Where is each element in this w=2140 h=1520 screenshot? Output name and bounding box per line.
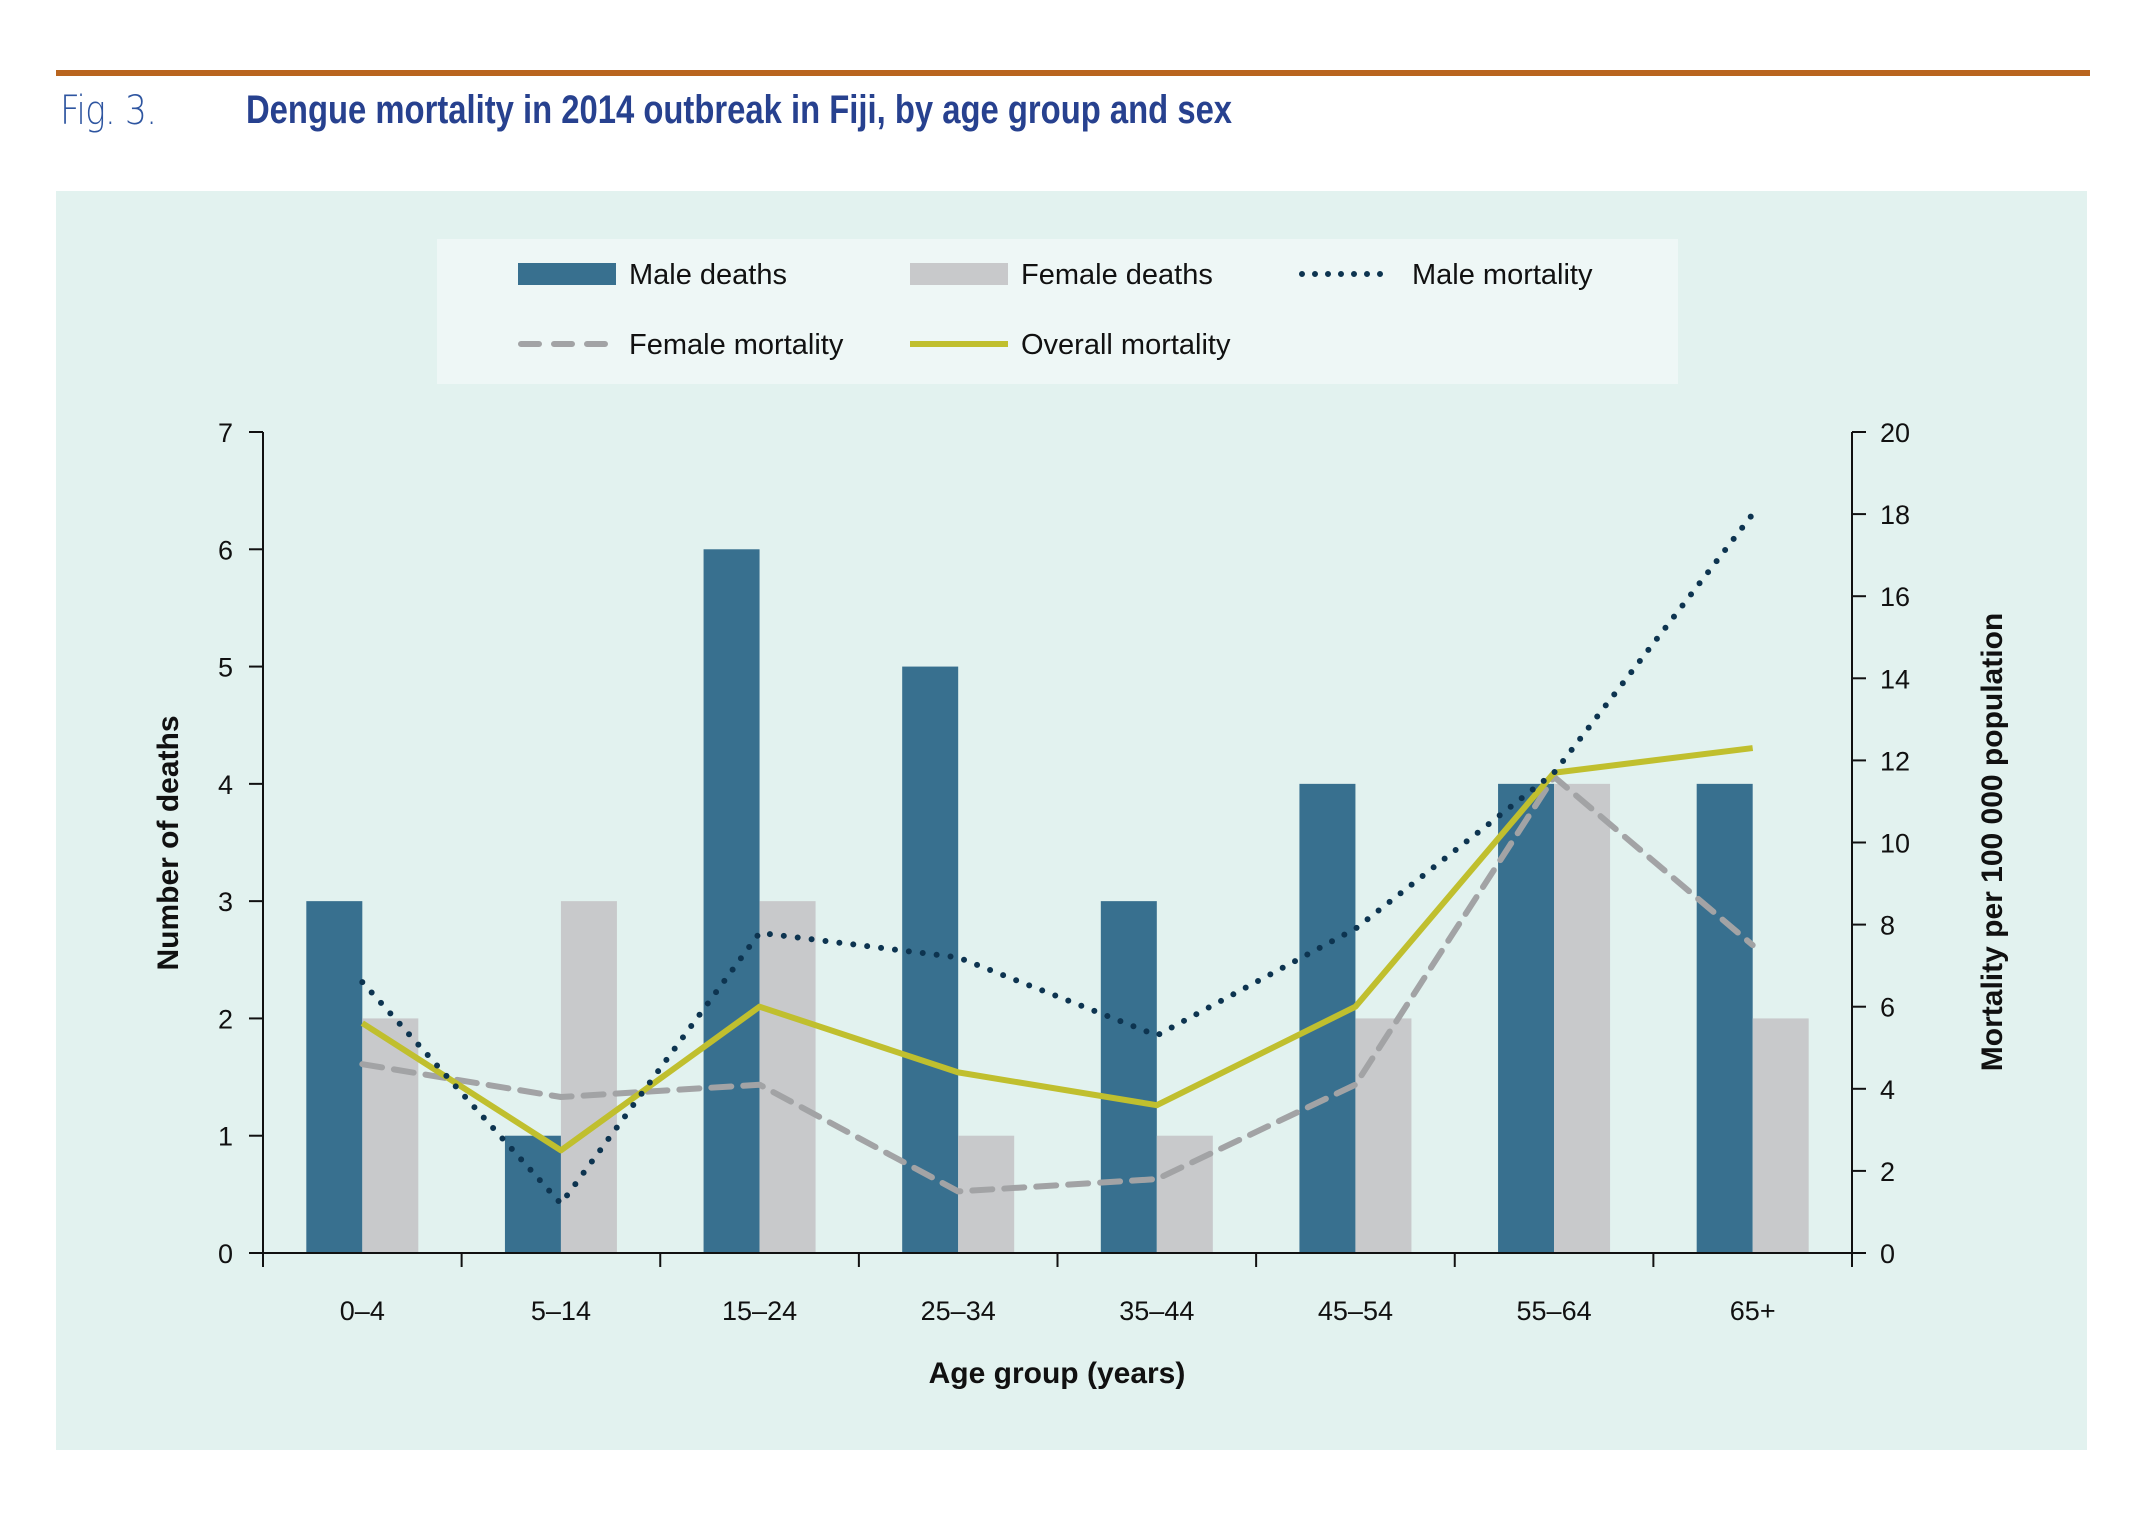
bar-female-deaths bbox=[560, 901, 617, 1253]
bars bbox=[306, 549, 1809, 1253]
line-overall-mortality bbox=[360, 745, 1754, 1154]
legend-label: Male deaths bbox=[629, 259, 787, 291]
y-tick-label: 7 bbox=[218, 418, 233, 448]
bar-male-deaths bbox=[1100, 901, 1157, 1253]
bar-female-deaths bbox=[362, 1018, 419, 1253]
y-tick-label: 6 bbox=[218, 535, 233, 565]
y-tick-label: 1 bbox=[218, 1122, 233, 1152]
y2-tick-label: 18 bbox=[1880, 500, 1910, 530]
y2-tick-label: 12 bbox=[1880, 746, 1910, 776]
legend-item-female-deaths: Female deaths bbox=[910, 259, 1213, 291]
x-tick-label: 65+ bbox=[1730, 1296, 1776, 1326]
y2-tick-label: 10 bbox=[1880, 829, 1910, 859]
y-tick-label: 4 bbox=[218, 770, 233, 800]
y-tick-label: 0 bbox=[218, 1239, 233, 1269]
bar-female-deaths bbox=[958, 1135, 1015, 1253]
y2-tick-label: 14 bbox=[1880, 664, 1910, 694]
legend-label: Female deaths bbox=[1021, 259, 1213, 291]
bar-male-deaths bbox=[306, 901, 363, 1253]
y-axis-title: Number of deaths bbox=[152, 715, 185, 970]
legend-item-overall-mortality: Overall mortality bbox=[910, 329, 1231, 361]
y2-tick-label: 16 bbox=[1880, 582, 1910, 612]
line-male-mortality bbox=[359, 511, 1756, 1207]
legend-label: Male mortality bbox=[1412, 259, 1593, 291]
bar-male-deaths bbox=[504, 1135, 561, 1253]
y2-tick-label: 6 bbox=[1880, 993, 1895, 1023]
legend-swatch bbox=[518, 263, 616, 285]
bar-male-deaths bbox=[902, 666, 959, 1253]
x-tick-label: 55–64 bbox=[1517, 1296, 1592, 1326]
y-tick-label: 5 bbox=[218, 653, 233, 683]
x-tick-label: 0–4 bbox=[340, 1296, 385, 1326]
x-axis-title: Age group (years) bbox=[929, 1357, 1186, 1390]
legend-swatch bbox=[910, 263, 1008, 285]
legend-box bbox=[437, 239, 1678, 384]
figure-number: Fig. 3. bbox=[60, 88, 157, 134]
x-tick-label: 35–44 bbox=[1119, 1296, 1194, 1326]
bar-female-deaths bbox=[1752, 1018, 1809, 1253]
y-tick-label: 2 bbox=[218, 1004, 233, 1034]
legend-label: Overall mortality bbox=[1021, 329, 1231, 361]
legend-label: Female mortality bbox=[629, 329, 844, 361]
lines bbox=[359, 511, 1756, 1207]
x-tick-label: 25–34 bbox=[921, 1296, 996, 1326]
bar-female-deaths bbox=[759, 901, 816, 1253]
bar-female-deaths bbox=[1355, 1018, 1412, 1253]
y2-axis-title: Mortality per 100 000 population bbox=[1976, 613, 2009, 1071]
bar-male-deaths bbox=[1498, 783, 1555, 1253]
header-rule bbox=[56, 70, 2090, 76]
legend-item-male-deaths: Male deaths bbox=[518, 259, 787, 291]
legend: Male deaths Female deaths Male mortality Fe… bbox=[518, 259, 1593, 361]
bar-male-deaths bbox=[1696, 783, 1753, 1253]
x-tick-label: 45–54 bbox=[1318, 1296, 1393, 1326]
bar-female-deaths bbox=[1554, 783, 1611, 1253]
figure-title: Dengue mortality in 2014 outbreak in Fij… bbox=[246, 88, 1233, 132]
y2-tick-label: 2 bbox=[1880, 1157, 1895, 1187]
x-tick-label: 5–14 bbox=[531, 1296, 591, 1326]
line-female-mortality bbox=[359, 773, 1756, 1195]
legend-item-female-mortality: Female mortality bbox=[518, 329, 844, 361]
x-tick-label: 15–24 bbox=[722, 1296, 797, 1326]
y2-tick-label: 8 bbox=[1880, 911, 1895, 941]
y-tick-label: 3 bbox=[218, 887, 233, 917]
y2-tick-label: 20 bbox=[1880, 418, 1910, 448]
bar-male-deaths bbox=[703, 549, 760, 1253]
y2-tick-label: 0 bbox=[1880, 1239, 1895, 1269]
y2-tick-label: 4 bbox=[1880, 1075, 1895, 1105]
legend-item-male-mortality: Male mortality bbox=[1299, 259, 1593, 291]
